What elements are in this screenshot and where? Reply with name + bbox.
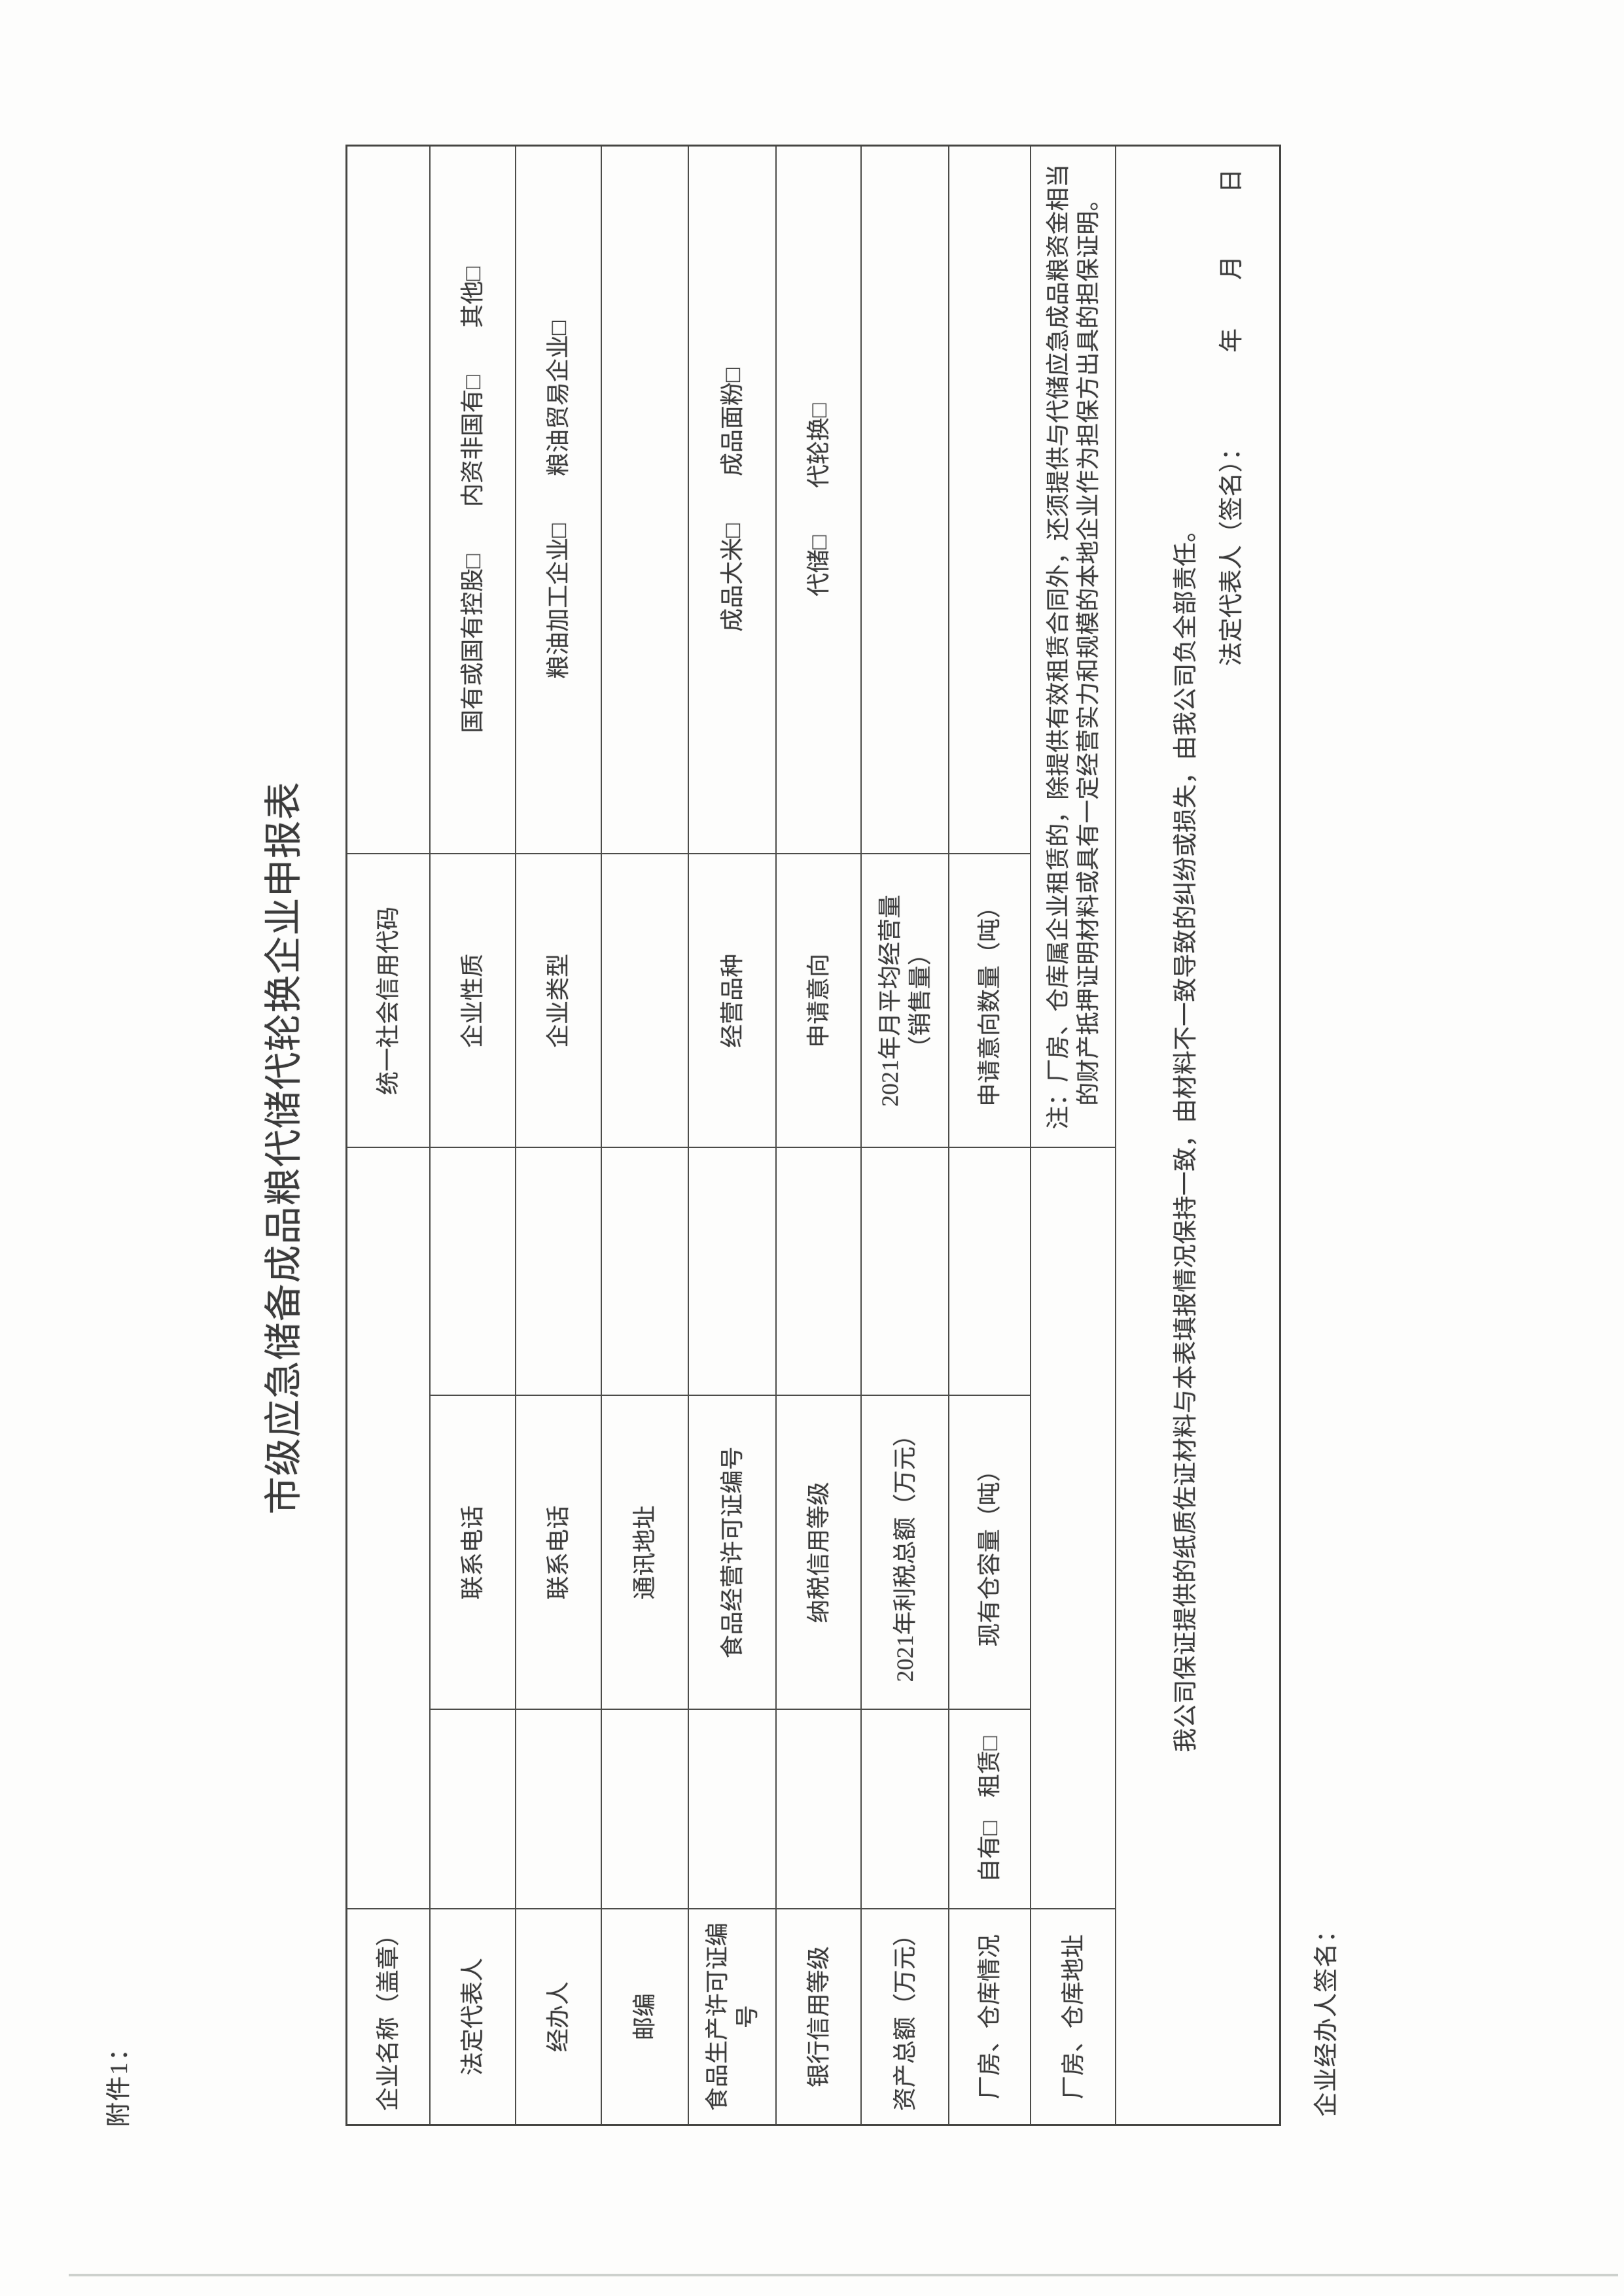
cell-enterprise-type-label: 企业类型 [515,854,601,1148]
cell-note: 注：厂房、仓库属企业租赁的，除提供有效租赁合同外，还须提供与代储应急成品粮资金相… [1030,145,1116,1148]
row-licenses-varieties: 食品生产许可证编 号 食品经营许可证编号 经营品种 成品大米□ 成品面粉□ [688,145,776,2125]
cell-bank-credit-label: 银行信用等级 [775,1909,861,2125]
cell-food-production-license-label: 食品生产许可证编 号 [688,1909,776,2125]
row-declaration: 我公司保证提供的纸质佐证材料与本表填报情况保持一致，由材料不一致导致的纠纷或损失… [1115,145,1280,2125]
cell-legal-rep-label: 法定代表人 [429,1909,516,2125]
cell-enterprise-type-options: 粮油加工企业□ 粮油贸易企业□ [515,145,601,854]
row-assets-volume: 资产总额（万元） 2021年利税总额（万元） 2021年月平均经营量 （销售量） [860,145,949,2125]
cell-business-varieties-options: 成品大米□ 成品面粉□ [688,145,776,854]
cell-declaration: 我公司保证提供的纸质佐证材料与本表填报情况保持一致，由材料不一致导致的纠纷或损失… [1115,145,1280,2125]
attachment-label: 附件1： [105,2034,133,2127]
cell-legal-rep-value [429,1709,516,1909]
cell-phone2-value [515,1147,601,1396]
cell-tax-credit-value [775,1147,861,1396]
cell-postcode-value [601,1709,688,1909]
cell-warehouse-capacity-value [948,1147,1031,1396]
cell-address-value-2 [601,854,688,1148]
cell-uscc-value [346,145,430,854]
cell-application-intent-options: 代储□ 代轮换□ [775,145,861,854]
signature-line: 法定代表人（签名）： 年 月 日 [1217,150,1247,2120]
cell-enterprise-nature-options: 国有或国有控股□ 内资非国有□ 其他□ [429,145,516,854]
cell-address-value [601,1147,688,1396]
form-title: 市级应急储备成品粮代储代轮换企业申报表 [262,781,305,1515]
cell-profit-tax-label: 2021年利税总额（万元） [860,1395,949,1710]
cell-warehouse-capacity-label: 现有仓容量（吨） [948,1395,1031,1710]
cell-total-assets-value [860,1709,949,1909]
row-handler: 经办人 联系电话 企业类型 粮油加工企业□ 粮油贸易企业□ [515,145,601,2125]
month-label: 月 [1218,255,1246,280]
row-premises-address: 厂房、仓库地址 注：厂房、仓库属企业租赁的，除提供有效租赁合同外，还须提供与代储… [1030,145,1116,2125]
cell-business-varieties-label: 经营品种 [688,854,776,1148]
cell-monthly-volume-value [860,145,949,854]
year-label: 年 [1218,328,1246,353]
cell-food-business-license-value [688,1147,776,1396]
cell-food-production-license-value [688,1709,776,1909]
scan-edge-artifact [69,2274,1618,2276]
legal-sign-label: 法定代表人（签名）： [1218,436,1246,667]
cell-premises-status-options: 自有□ 租赁□ [948,1709,1031,1909]
row-legal-representative: 法定代表人 联系电话 企业性质 国有或国有控股□ 内资非国有□ 其他□ [429,145,516,2125]
operator-sign-label: 企业经办人签名： [1313,1918,1340,2117]
row-company-name: 企业名称（盖章） 统一社会信用代码 [346,145,430,2125]
cell-profit-tax-value [860,1147,949,1396]
cell-food-business-license-label: 食品经营许可证编号 [688,1395,776,1710]
day-label: 日 [1218,168,1246,193]
cell-phone1-value [429,1147,516,1396]
row-premises-capacity: 厂房、仓库情况 自有□ 租赁□ 现有仓容量（吨） 申请意向数量（吨） [948,145,1031,2125]
cell-premises-address-value [1030,1147,1116,1909]
cell-bank-credit-value [775,1709,861,1909]
cell-intent-quantity-value [948,145,1031,854]
cell-company-name-value [346,1147,430,1909]
cell-intent-quantity-label: 申请意向数量（吨） [948,854,1031,1148]
cell-uscc-label: 统一社会信用代码 [346,854,430,1148]
cell-address-value-3 [601,145,688,854]
cell-monthly-volume-label: 2021年月平均经营量 （销售量） [860,854,949,1148]
cell-premises-address-label: 厂房、仓库地址 [1030,1909,1116,2125]
cell-handler-value [515,1709,601,1909]
cell-tax-credit-label: 纳税信用等级 [775,1395,861,1710]
cell-phone1-label: 联系电话 [429,1395,516,1710]
declaration-text: 我公司保证提供的纸质佐证材料与本表填报情况保持一致，由材料不一致导致的纠纷或损失… [1173,517,1200,1752]
row-postcode-address: 邮编 通讯地址 [601,145,688,2125]
cell-address-label: 通讯地址 [601,1395,688,1710]
cell-postcode-label: 邮编 [601,1909,688,2125]
cell-application-intent-label: 申请意向 [775,854,861,1148]
cell-enterprise-nature-label: 企业性质 [429,854,516,1148]
cell-phone2-label: 联系电话 [515,1395,601,1710]
cell-total-assets-label: 资产总额（万元） [860,1909,949,2125]
cell-premises-status-label: 厂房、仓库情况 [948,1909,1031,2125]
cell-company-name-label: 企业名称（盖章） [346,1909,430,2125]
row-credit-intent: 银行信用等级 纳税信用等级 申请意向 代储□ 代轮换□ [775,145,861,2125]
application-form-table: 企业名称（盖章） 统一社会信用代码 法定代表人 联系电话 企业性质 国有或国有控… [345,144,1281,2126]
cell-handler-label: 经办人 [515,1909,601,2125]
